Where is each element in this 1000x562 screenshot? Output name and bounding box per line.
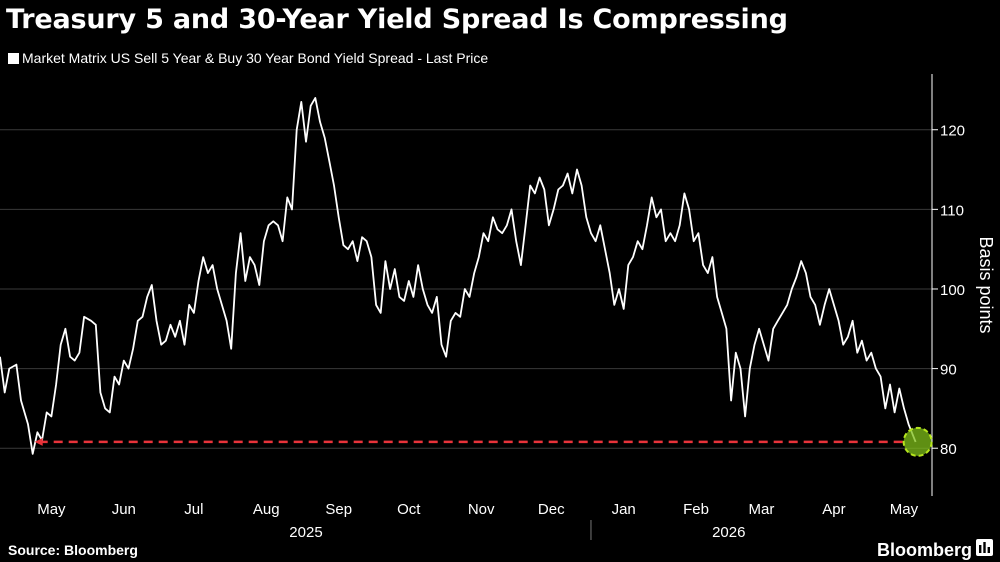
y-tick-label: 90: [940, 362, 957, 379]
x-tick-label: Oct: [397, 501, 421, 518]
x-tick-label: Apr: [822, 501, 845, 518]
x-tick-label: May: [890, 501, 919, 518]
x-year-label: 2025: [289, 524, 322, 541]
series-layer: [0, 97, 917, 455]
x-tick-label: Dec: [538, 501, 565, 518]
x-year-label: 2026: [712, 524, 745, 541]
bar-chart-icon: [976, 539, 993, 561]
y-tick-label: 100: [940, 282, 965, 299]
x-tick-label: Sep: [325, 501, 352, 518]
x-tick-label: Jun: [112, 501, 136, 518]
x-tick-label: Feb: [683, 501, 709, 518]
legend-label: Market Matrix US Sell 5 Year & Buy 30 Ye…: [22, 50, 489, 66]
x-tick-label: Aug: [253, 501, 280, 518]
brand-logo: Bloomberg: [877, 539, 993, 561]
x-tick-label: May: [37, 501, 66, 518]
highlight-marker: [902, 426, 933, 457]
gridlines: [0, 129, 932, 449]
y-tick-label: 80: [940, 441, 957, 458]
source-note: Source: Bloomberg: [8, 542, 138, 558]
y-axis-title: Basis points: [976, 236, 996, 333]
y-tick-label: 120: [940, 123, 965, 140]
y-tick-label: 110: [940, 202, 964, 219]
legend-swatch: [8, 52, 19, 64]
x-tick-label: Jul: [184, 501, 203, 518]
series-line: [0, 97, 917, 455]
reference-arrowhead: [34, 437, 43, 446]
chart-title: Treasury 5 and 30-Year Yield Spread Is C…: [6, 4, 788, 35]
legend: Market Matrix US Sell 5 Year & Buy 30 Ye…: [8, 50, 488, 66]
x-tick-label: Nov: [468, 501, 495, 518]
x-tick-label: Mar: [749, 501, 775, 518]
brand-name: Bloomberg: [876, 539, 972, 560]
annotations: [34, 426, 933, 457]
x-tick-label: Jan: [612, 501, 636, 518]
axes: 80 90 100 110 120 Basis points May Jun Jul Aug Sep…: [37, 74, 996, 541]
